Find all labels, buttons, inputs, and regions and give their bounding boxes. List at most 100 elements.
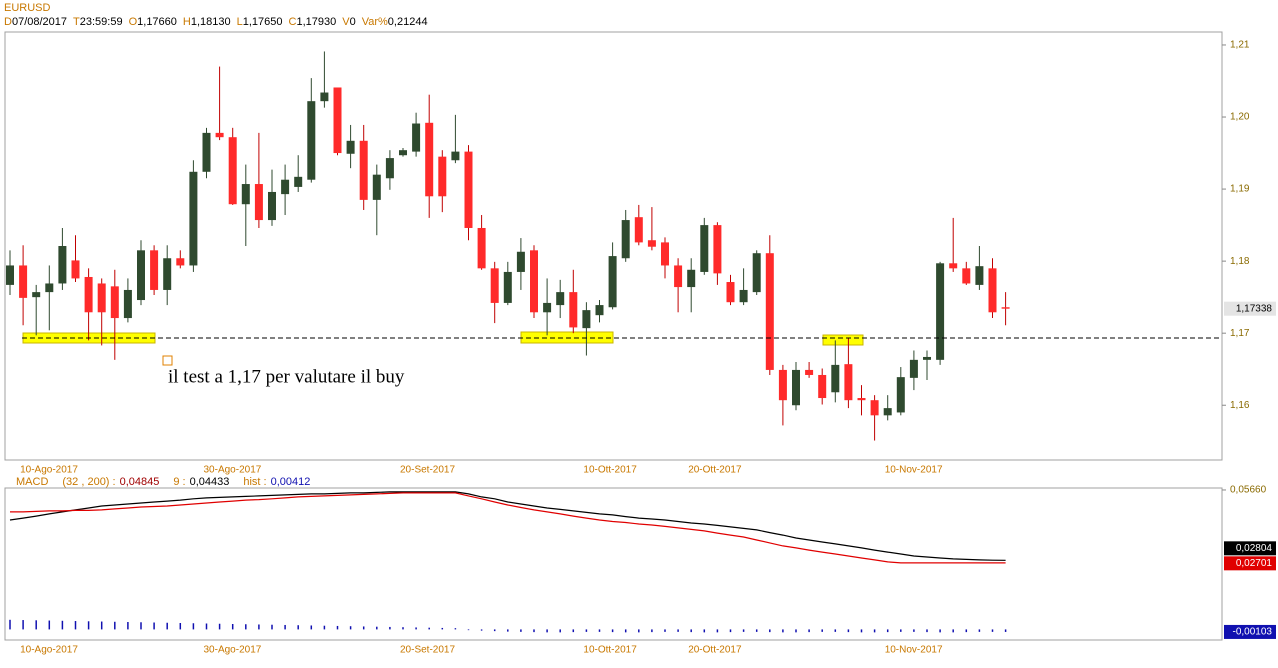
candle-body bbox=[883, 408, 892, 416]
candle-body bbox=[45, 283, 54, 293]
candle-body bbox=[503, 271, 512, 303]
candle-body bbox=[975, 266, 984, 285]
candle-body bbox=[346, 140, 355, 154]
candle-body bbox=[674, 265, 683, 288]
candle-body bbox=[215, 132, 224, 138]
candle-body bbox=[58, 246, 67, 284]
candle-body bbox=[752, 253, 761, 293]
header-value: 23:59:59 bbox=[80, 16, 123, 28]
header-value: 1,17650 bbox=[243, 16, 283, 28]
indicator-signal: 0,04433 bbox=[190, 476, 230, 488]
x-tick-label: 10-Ago-2017 bbox=[20, 645, 78, 656]
candle-body bbox=[1001, 307, 1010, 309]
x-tick-label: 20-Set-2017 bbox=[400, 465, 455, 476]
header-key: O bbox=[129, 16, 138, 28]
indicator-name: MACD bbox=[16, 476, 48, 488]
candle-body bbox=[425, 122, 434, 197]
symbol: EURUSD bbox=[4, 2, 51, 14]
candle-body bbox=[150, 250, 159, 290]
highlight-zone bbox=[822, 334, 864, 346]
x-tick-label: 20-Ott-2017 bbox=[688, 465, 742, 476]
candle-body bbox=[608, 256, 617, 308]
candle-body bbox=[412, 123, 421, 152]
last-price: 1,17338 bbox=[1236, 303, 1273, 314]
candle-body bbox=[543, 302, 552, 313]
last-value-box bbox=[1224, 624, 1276, 639]
candle-body bbox=[687, 269, 696, 288]
candle-body bbox=[32, 292, 41, 298]
candle-body bbox=[870, 400, 879, 416]
last-value: 0,02804 bbox=[1236, 543, 1273, 554]
candle-body bbox=[189, 171, 198, 266]
header-value: 0 bbox=[350, 16, 356, 28]
candle-body bbox=[936, 263, 945, 360]
candle-body bbox=[320, 92, 329, 102]
candle-body bbox=[110, 286, 119, 319]
candle-body bbox=[765, 253, 774, 370]
x-tick-label: 30-Ago-2017 bbox=[204, 465, 262, 476]
candle-body bbox=[818, 374, 827, 399]
candle-body bbox=[202, 132, 211, 172]
candle-body bbox=[254, 184, 263, 221]
header-key: Var% bbox=[362, 16, 388, 28]
indicator-params: (32 , 200) : bbox=[62, 476, 115, 488]
candle-body bbox=[569, 292, 578, 328]
y-tick-label: 1,20 bbox=[1230, 112, 1250, 123]
candle-body bbox=[372, 174, 381, 200]
header-key: V bbox=[342, 16, 350, 28]
candle-body bbox=[163, 258, 172, 290]
candle-body bbox=[949, 263, 958, 269]
x-tick-label: 10-Ago-2017 bbox=[20, 465, 78, 476]
candle-body bbox=[6, 265, 14, 285]
indicator-hist: 0,00412 bbox=[271, 476, 311, 488]
candle-body bbox=[516, 251, 525, 272]
header-key: D bbox=[4, 16, 12, 28]
candle-body bbox=[294, 176, 303, 187]
header-value: 1,17660 bbox=[137, 16, 177, 28]
candle-body bbox=[844, 364, 853, 401]
x-tick-label: 10-Nov-2017 bbox=[885, 465, 943, 476]
candle-body bbox=[582, 310, 591, 329]
candle-body bbox=[923, 356, 931, 360]
candle-body bbox=[661, 242, 669, 266]
x-tick-label: 20-Ott-2017 bbox=[688, 645, 742, 656]
candle-body bbox=[857, 398, 866, 401]
candle-body bbox=[962, 268, 971, 284]
candle-body bbox=[281, 179, 290, 195]
candle-body bbox=[97, 283, 106, 313]
candle-body bbox=[530, 250, 538, 313]
last-value: 0,02701 bbox=[1236, 558, 1273, 569]
candle-body bbox=[909, 359, 918, 378]
candle-body bbox=[268, 191, 276, 221]
header-value: 07/08/2017 bbox=[12, 16, 67, 28]
y-tick-label: 1,18 bbox=[1230, 256, 1250, 267]
candle-body bbox=[451, 151, 460, 161]
candle-body bbox=[831, 364, 840, 393]
candle-body bbox=[333, 87, 342, 154]
candle-body bbox=[477, 227, 486, 269]
header-key: C bbox=[289, 16, 297, 28]
candle-body bbox=[71, 260, 80, 279]
candle-body bbox=[713, 225, 722, 274]
candle-body bbox=[359, 140, 368, 200]
candle-body bbox=[700, 225, 709, 272]
candle-body bbox=[464, 151, 473, 228]
header-value: 1,18130 bbox=[191, 16, 231, 28]
candle-body bbox=[19, 265, 28, 298]
candle-body bbox=[647, 240, 656, 247]
header-key: H bbox=[183, 16, 191, 28]
candle-body bbox=[726, 282, 735, 303]
candle-body bbox=[399, 150, 407, 156]
last-price-box bbox=[1224, 301, 1276, 316]
candle-body bbox=[307, 101, 316, 180]
header-key: L bbox=[237, 16, 243, 28]
annotation-marker bbox=[162, 355, 173, 366]
candle-body bbox=[123, 289, 132, 319]
last-value: -0,00103 bbox=[1233, 627, 1273, 638]
candle-body bbox=[490, 268, 499, 303]
x-tick-label: 20-Set-2017 bbox=[400, 645, 455, 656]
y-tick-label: 1,17 bbox=[1230, 328, 1250, 339]
candle-body bbox=[241, 184, 250, 205]
